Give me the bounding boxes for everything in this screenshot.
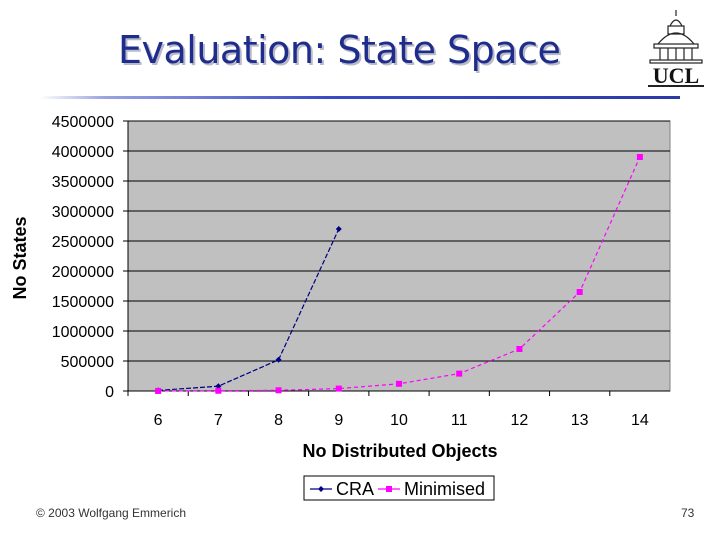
- x-tick-label: 14: [631, 412, 649, 429]
- data-point: [215, 383, 222, 390]
- data-point: [275, 387, 282, 394]
- copyright-footer: © 2003 Wolfgang Emmerich: [36, 506, 187, 520]
- x-axis-label: No Distributed Objects: [302, 441, 497, 461]
- y-tick-label: 1500000: [52, 294, 114, 311]
- y-tick-label: 3500000: [52, 174, 114, 191]
- legend-marker: [386, 486, 392, 492]
- x-tick-label: 10: [390, 412, 408, 429]
- plot-area: [127, 120, 671, 392]
- data-point: [576, 289, 583, 295]
- x-tick-label: 11: [451, 412, 468, 429]
- y-tick-label: 0: [105, 384, 114, 401]
- y-tick-label: 4500000: [52, 114, 114, 131]
- y-tick-label: 500000: [61, 354, 114, 371]
- legend-marker: [318, 486, 324, 492]
- data-point: [275, 356, 282, 363]
- x-tick-label: 7: [214, 412, 223, 429]
- x-tick-labels: 6 7 8 9 10 11 12 13 14: [127, 391, 649, 429]
- data-point: [516, 346, 523, 352]
- ucl-logo-text: UCL: [653, 63, 699, 88]
- gridlines: [128, 120, 670, 362]
- page-number: 73: [681, 506, 695, 520]
- legend-label: Minimised: [404, 479, 485, 499]
- legend: CRA Minimised: [303, 475, 495, 501]
- legend-box: [303, 475, 495, 501]
- title-underline: [40, 96, 680, 99]
- y-tick-label: 1000000: [52, 324, 114, 341]
- x-tick-label: 9: [334, 412, 343, 429]
- data-point: [335, 226, 342, 232]
- data-point: [396, 380, 402, 387]
- x-tick-label: 8: [274, 412, 283, 429]
- x-tick-label: 6: [154, 412, 163, 429]
- y-tick-label: 3000000: [52, 204, 114, 221]
- slide-title: Evaluation: State Space: [118, 28, 561, 72]
- series: [155, 154, 643, 394]
- data-point: [155, 387, 162, 394]
- y-tick-label: 2500000: [52, 234, 114, 251]
- data-point: [456, 370, 463, 377]
- y-tick-labels: 0 500000 1000000 1500000 2000000 2500000 30000…: [52, 114, 128, 401]
- y-tick-label: 4000000: [52, 144, 114, 161]
- series-line-cra: [158, 228, 340, 391]
- y-axis-label: No States: [10, 216, 30, 299]
- legend-label: CRA: [336, 479, 374, 499]
- y-tick-label: 2000000: [52, 264, 114, 281]
- data-point: [636, 154, 643, 160]
- ucl-logo-icon: UCL: [648, 10, 704, 88]
- x-tick-label: 13: [571, 412, 589, 429]
- x-tick-label: 12: [511, 412, 529, 429]
- data-point: [335, 385, 342, 392]
- data-point: [215, 387, 222, 394]
